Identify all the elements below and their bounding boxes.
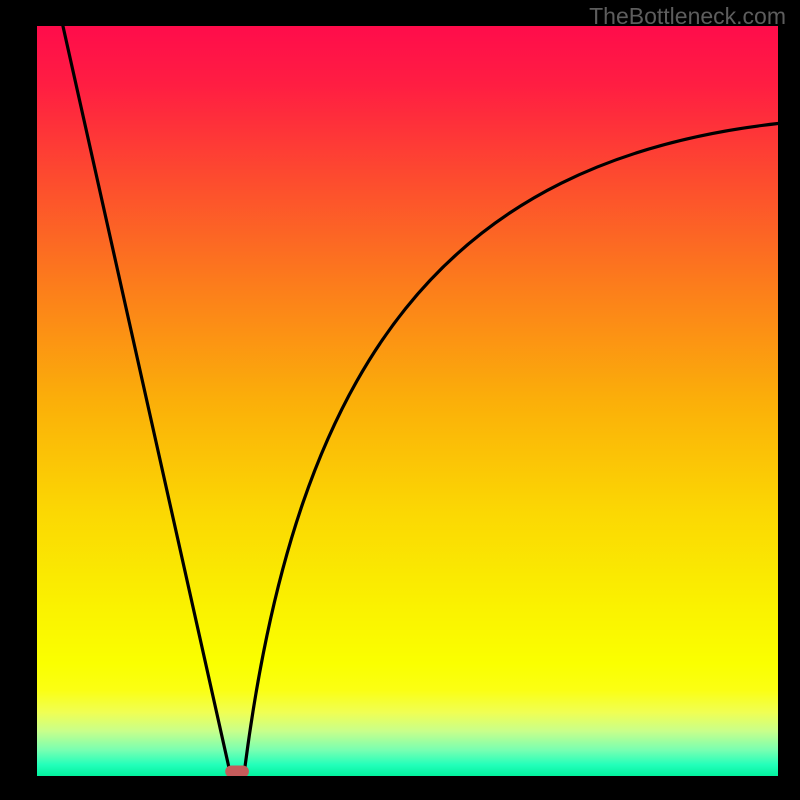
- chart-svg: [37, 26, 778, 776]
- watermark-text: TheBottleneck.com: [589, 3, 786, 30]
- minimum-marker: [225, 766, 249, 777]
- curve-right-branch: [244, 124, 778, 771]
- curve-left-branch: [63, 26, 230, 771]
